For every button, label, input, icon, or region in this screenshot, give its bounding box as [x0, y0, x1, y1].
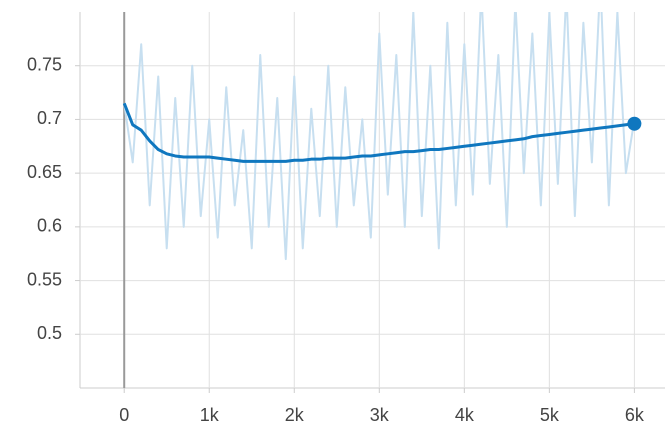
- end-point: [627, 116, 642, 131]
- x-tick-label: 5k: [540, 405, 560, 425]
- x-tick-label: 2k: [285, 405, 305, 425]
- x-tick-label: 6k: [625, 405, 645, 425]
- y-tick-label: 0.5: [37, 323, 62, 343]
- labels: 0.5 0.55 0.6 0.65 0.7 0.75 0 1k 2k 3k 4k 5k 6k: [27, 54, 645, 424]
- y-tick-label: 0.55: [27, 269, 62, 289]
- smoothed-line: [122, 102, 635, 163]
- raw-line: [123, 12, 636, 261]
- y-tick-label: 0.65: [27, 162, 62, 182]
- plot-area: [122, 12, 642, 261]
- y-tick-label: 0.6: [37, 216, 62, 236]
- y-tick-label: 0.7: [37, 108, 62, 128]
- x-tick-label: 3k: [370, 405, 390, 425]
- x-tick-label: 4k: [455, 405, 475, 425]
- x-tick-label: 0: [119, 405, 129, 425]
- x-tick-label: 1k: [200, 405, 220, 425]
- y-tick-label: 0.75: [27, 54, 62, 74]
